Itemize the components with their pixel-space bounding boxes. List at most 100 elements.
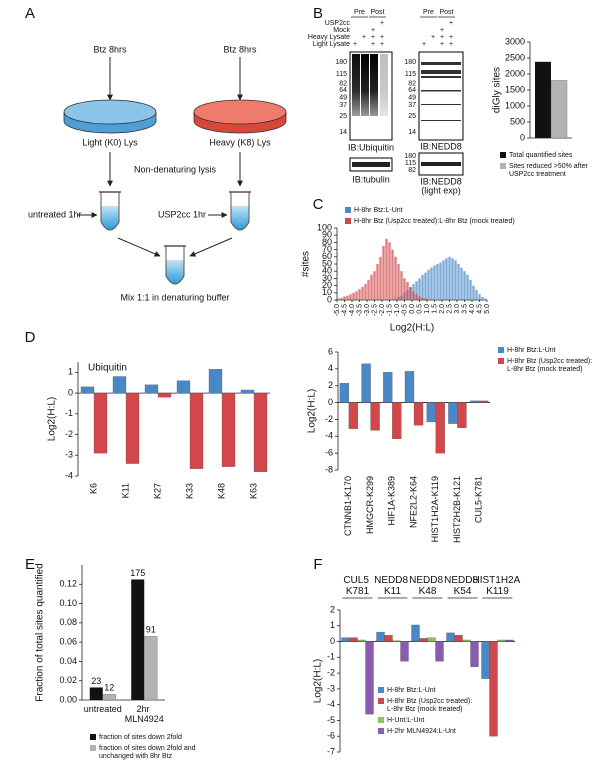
bar bbox=[505, 639, 514, 642]
count-label: 12 bbox=[104, 683, 114, 693]
bar bbox=[489, 641, 498, 737]
y-tick-label: 10 bbox=[322, 287, 332, 297]
histogram-bar bbox=[388, 242, 391, 300]
group-label: Post bbox=[439, 9, 453, 16]
bar bbox=[125, 392, 140, 464]
histogram-bar bbox=[418, 296, 421, 300]
legend-label: Sites reduced >50% after USP2cc treatmen… bbox=[509, 163, 590, 178]
y-tick-label: 6 bbox=[328, 346, 333, 356]
x-tick-label: HIST1H2A K119 bbox=[472, 575, 522, 597]
y-tick-label: -4 bbox=[325, 431, 333, 441]
y-tick-label: -4 bbox=[65, 470, 73, 480]
legend-label: H-8hr Btz (Usp2cc treated): L-8hr Btz (m… bbox=[507, 358, 594, 373]
legend-label: H-8hr Btz:L-Unt bbox=[354, 207, 403, 214]
mw-marker: 180 bbox=[404, 153, 416, 160]
bar bbox=[550, 80, 568, 139]
bar bbox=[426, 402, 436, 423]
histogram-bar bbox=[379, 256, 382, 300]
bar bbox=[253, 392, 268, 473]
y-tick-label: 0.12 bbox=[59, 579, 77, 589]
dish-top bbox=[193, 99, 287, 125]
x-tick-label: -0.5 bbox=[401, 304, 408, 316]
histogram-bar bbox=[394, 256, 397, 300]
histogram-bar bbox=[361, 287, 364, 300]
mw-marker: 82 bbox=[339, 80, 347, 87]
tube-liquid bbox=[231, 206, 249, 230]
x-tick-label: CUL5-K781 bbox=[474, 476, 484, 523]
histogram-bar bbox=[439, 262, 442, 300]
y-tick-label: 60 bbox=[322, 251, 332, 261]
bar bbox=[348, 402, 359, 429]
y-axis-label: Fraction of total sites quantified bbox=[35, 563, 46, 701]
x-tick-label: 0.0 bbox=[409, 304, 416, 314]
legend-label: H-2hr MLN4924:L-Unt bbox=[387, 728, 456, 735]
histogram-bar bbox=[472, 285, 475, 300]
x-tick-label: HMGCR-K299 bbox=[365, 476, 375, 534]
y-tick-label: 90 bbox=[322, 230, 332, 240]
x-tick-label: NEDD8 K48 bbox=[409, 575, 446, 597]
blot-band bbox=[421, 120, 461, 121]
legend-swatch bbox=[500, 152, 506, 158]
bar bbox=[497, 639, 506, 642]
mw-marker: 25 bbox=[408, 113, 416, 120]
y-tick-label: -4 bbox=[327, 699, 335, 709]
bar bbox=[427, 637, 436, 642]
blot-smear bbox=[352, 54, 360, 116]
histogram-bar bbox=[475, 289, 478, 300]
bar bbox=[131, 579, 145, 700]
bar bbox=[404, 371, 415, 403]
plus-sign: + bbox=[422, 41, 426, 48]
y-tick-label: 1 bbox=[330, 620, 335, 630]
histogram-bar bbox=[451, 258, 454, 300]
x-tick-label: 3.0 bbox=[454, 304, 461, 314]
blot-smear bbox=[361, 54, 369, 116]
blot-band bbox=[421, 76, 461, 78]
group-label: Pre bbox=[423, 9, 434, 16]
mw-marker: 180 bbox=[335, 59, 347, 66]
plus-sign: + bbox=[449, 34, 453, 41]
x-tick-label: K11 bbox=[120, 483, 130, 498]
bar bbox=[221, 392, 236, 467]
plus-sign: + bbox=[371, 41, 375, 48]
plus-sign: + bbox=[449, 41, 453, 48]
bar bbox=[448, 402, 458, 424]
mw-marker: 37 bbox=[408, 102, 416, 109]
x-tick-label: 2.5 bbox=[446, 304, 453, 314]
bar bbox=[240, 389, 255, 394]
y-tick-label: 2500 bbox=[505, 52, 525, 62]
histogram-bar bbox=[343, 296, 346, 300]
legend-swatch bbox=[378, 728, 384, 734]
bar bbox=[80, 386, 95, 394]
legend-swatch bbox=[378, 687, 384, 693]
bar bbox=[446, 632, 455, 642]
histogram-bar bbox=[376, 264, 379, 300]
histogram-bar bbox=[364, 284, 367, 300]
group-label: Post bbox=[370, 9, 384, 16]
plus-sign: + bbox=[380, 41, 384, 48]
bar bbox=[470, 641, 479, 667]
histogram-bar bbox=[337, 298, 340, 300]
x-tick-label: -3.0 bbox=[364, 304, 371, 316]
y-tick-label: 70 bbox=[322, 244, 332, 254]
mw-marker: 14 bbox=[408, 129, 416, 136]
y-tick-label: 40 bbox=[322, 266, 332, 276]
plus-sign: + bbox=[362, 34, 366, 41]
histogram-bar bbox=[457, 264, 460, 300]
y-tick-label: 1500 bbox=[505, 84, 525, 94]
bar bbox=[144, 636, 158, 701]
y-axis-label: Log2(H:L) bbox=[47, 397, 58, 441]
y-tick-label: 2 bbox=[328, 380, 333, 390]
panel-letter: C bbox=[313, 196, 324, 213]
mw-marker: 64 bbox=[339, 87, 347, 94]
x-tick-label: 3.5 bbox=[461, 304, 468, 314]
legend-swatch bbox=[498, 347, 504, 353]
histogram-bar bbox=[481, 297, 484, 300]
legend-swatch bbox=[90, 734, 96, 740]
blot-label: IB:Ubiquitin bbox=[348, 142, 394, 152]
histogram-bar bbox=[406, 282, 409, 300]
histogram-bar bbox=[421, 274, 424, 300]
y-axis-label: Log2(H:L) bbox=[307, 389, 318, 433]
blot-band bbox=[421, 62, 461, 65]
x-tick-label: 4.0 bbox=[469, 304, 476, 314]
